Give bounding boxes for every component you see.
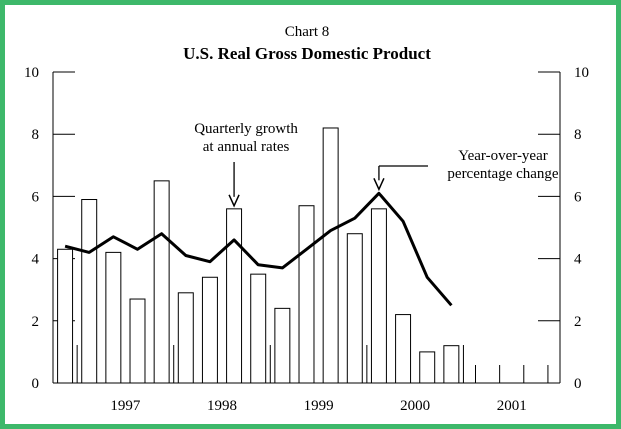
bar-quarterly-growth [371,209,386,383]
y-tick-label-left: 6 [32,189,40,205]
chart-title: U.S. Real Gross Domestic Product [183,44,431,63]
bar-quarterly-growth [178,293,193,383]
x-year-label: 2000 [400,398,430,414]
bar-quarterly-growth [82,200,97,383]
x-year-label: 2001 [497,398,527,414]
y-tick-label-right: 6 [574,189,582,205]
y-tick-label-right: 8 [574,127,582,143]
bar-quarterly-growth [227,209,242,383]
x-year-label: 1997 [110,398,141,414]
bar-quarterly-growth [251,274,266,383]
bar-quarterly-growth [130,299,145,383]
bar-quarterly-growth [323,128,338,383]
bar-quarterly-growth [58,249,73,383]
y-tick-label-left: 10 [24,65,39,81]
annotation-yoy-line2: percentage change [447,166,559,182]
chart-kicker: Chart 8 [285,24,330,40]
y-tick-label-left: 0 [32,376,40,392]
y-tick-label-right: 0 [574,376,582,392]
annotation-quarterly-line1: Quarterly growth [194,121,298,137]
y-tick-label-right: 10 [574,65,589,81]
y-tick-label-left: 8 [32,127,40,143]
y-tick-label-left: 4 [32,252,40,268]
bar-quarterly-growth [106,252,121,383]
annotation-quarterly-line2: at annual rates [203,139,290,155]
y-tick-label-right: 4 [574,252,582,268]
annotation-yoy-line1: Year-over-year [458,148,548,164]
bar-quarterly-growth [396,315,411,383]
bar-quarterly-growth [347,234,362,383]
bar-quarterly-growth [444,346,459,383]
bar-quarterly-growth [275,308,290,383]
y-tick-label-right: 2 [574,314,582,330]
bar-quarterly-growth [299,206,314,383]
bar-quarterly-growth [202,277,217,383]
bar-quarterly-growth [420,352,435,383]
y-tick-label-left: 2 [32,314,40,330]
x-year-label: 1998 [207,398,237,414]
bar-quarterly-growth [154,181,169,383]
x-year-label: 1999 [304,398,334,414]
